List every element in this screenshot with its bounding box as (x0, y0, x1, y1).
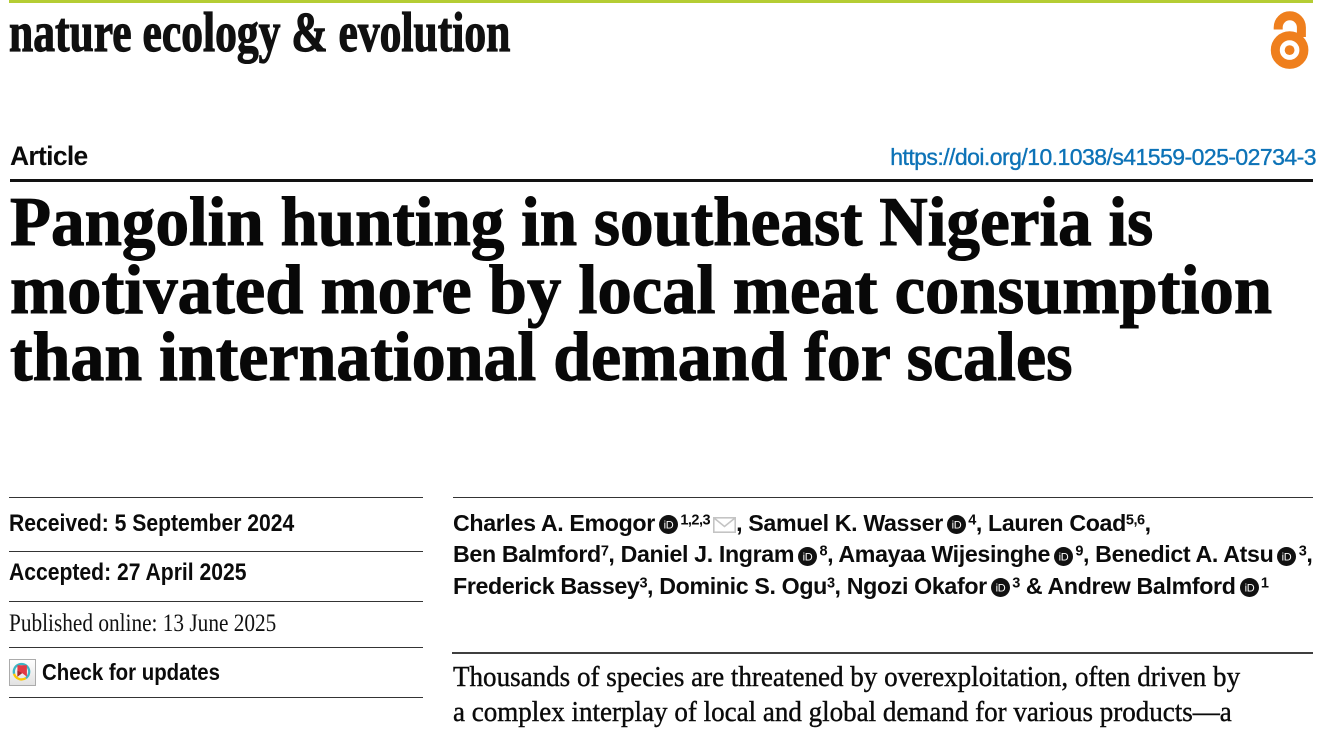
svg-text:iD: iD (803, 551, 813, 563)
svg-text:iD: iD (664, 520, 674, 532)
svg-text:iD: iD (1282, 551, 1292, 563)
svg-text:iD: iD (952, 520, 962, 532)
svg-text:iD: iD (995, 583, 1005, 595)
svg-text:iD: iD (1244, 583, 1254, 595)
svg-text:iD: iD (1059, 551, 1069, 563)
